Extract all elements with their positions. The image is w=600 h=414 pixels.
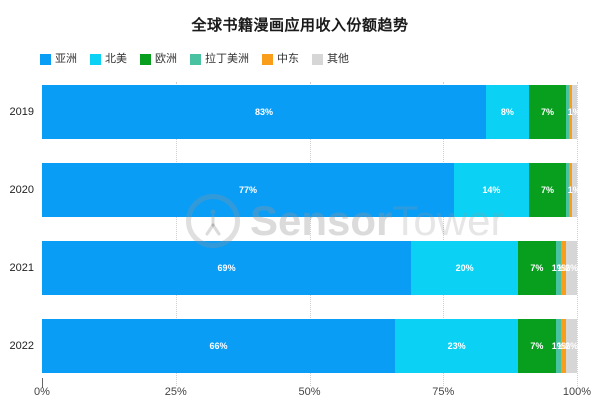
legend-label: 中东 <box>277 53 299 65</box>
bar-segment: 69% <box>42 241 412 295</box>
bar-value-label: 77% <box>238 185 257 195</box>
x-axis-label: 75% <box>432 386 455 398</box>
bar-segment: 23% <box>395 319 519 373</box>
y-axis-label: 2019 <box>9 106 34 118</box>
bar-value-label: 7% <box>541 107 555 117</box>
bar-segment: 7% <box>528 163 567 217</box>
bar-segment: 1% <box>568 85 581 139</box>
bar-segment: 1% <box>568 163 581 217</box>
x-axis-label: 100% <box>562 386 592 398</box>
bar-segment: 7% <box>518 241 556 295</box>
bar-value-label: 1% <box>551 263 565 273</box>
legend-swatch-icon <box>90 53 101 65</box>
x-axis-label: 25% <box>164 386 187 398</box>
bar-segment: 14% <box>453 163 529 217</box>
bar-segment: 7% <box>518 319 556 373</box>
legend-label: 亚洲 <box>55 53 77 65</box>
bar-segment: 1% <box>552 241 565 295</box>
bar-segment: 2% <box>565 241 579 295</box>
legend-item: 中东 <box>262 53 299 65</box>
bar-value-label: 66% <box>209 341 228 351</box>
bar-row-2022: 66% 23% 7% 1% 1% 2% <box>42 319 579 373</box>
bar-segment: 20% <box>411 241 519 295</box>
bar-value-label: 7% <box>530 263 544 273</box>
legend-item: 亚洲 <box>40 53 77 65</box>
legend-item: 北美 <box>90 53 127 65</box>
legend: 亚洲 北美 欧洲 拉丁美洲 中东 其他 <box>40 53 349 65</box>
bar-value-label: 7% <box>541 185 555 195</box>
gridline <box>175 82 177 386</box>
bar-value-label: 20% <box>455 263 474 273</box>
y-axis-label: 2022 <box>9 340 34 352</box>
chart-title: 全球书籍漫画应用收入份额趋势 <box>191 17 409 34</box>
legend-item: 欧洲 <box>140 53 177 65</box>
legend-label: 拉丁美洲 <box>205 53 249 65</box>
bar-value-label: 83% <box>255 107 274 117</box>
bar-segment: 1% <box>552 319 565 373</box>
y-axis-label: 2021 <box>9 262 34 274</box>
bar-value-label: 1% <box>567 185 581 195</box>
bar-segment: 1% <box>557 241 570 295</box>
x-axis-label: 0% <box>34 386 50 398</box>
bar-row-2019: 83% 8% 7% 1% <box>42 85 581 139</box>
bar-segment <box>568 163 572 217</box>
gridline <box>443 82 445 386</box>
legend-swatch-icon <box>190 53 201 65</box>
bar-value-label: 1% <box>557 341 571 351</box>
legend-swatch-icon <box>262 53 273 65</box>
bar-segment: 2% <box>565 319 579 373</box>
bar-value-label: 2% <box>565 341 579 351</box>
legend-swatch-icon <box>40 53 51 65</box>
bar-value-label: 7% <box>530 341 544 351</box>
bar-value-label: 1% <box>551 341 565 351</box>
y-axis-label: 2020 <box>9 184 34 196</box>
bar-segment: 77% <box>42 163 454 217</box>
bar-row-2020: 77% 14% 7% 1% <box>42 163 581 217</box>
bar-value-label: 2% <box>565 263 579 273</box>
bar-segment: 1% <box>557 319 570 373</box>
legend-label: 其他 <box>327 53 349 65</box>
bar-value-label: 14% <box>482 185 501 195</box>
axis-tick <box>42 378 43 388</box>
bar-segment: 7% <box>528 85 567 139</box>
gridline <box>309 82 311 386</box>
bar-value-label: 8% <box>500 107 514 117</box>
bar-value-label: 23% <box>447 341 466 351</box>
bar-value-label: 1% <box>567 107 581 117</box>
legend-label: 北美 <box>105 53 127 65</box>
bar-segment: 66% <box>42 319 396 373</box>
legend-swatch-icon <box>312 53 323 65</box>
bar-segment: 8% <box>486 85 529 139</box>
bar-segment <box>568 85 572 139</box>
legend-swatch-icon <box>140 53 151 65</box>
plot-area: SensorTower 83% 8% 7% 1% 77% 14% 7% 1% 69% 20% 7% 1… <box>42 82 581 388</box>
legend-label: 欧洲 <box>155 53 177 65</box>
bar-value-label: 69% <box>217 263 236 273</box>
bar-segment <box>566 85 569 139</box>
legend-item: 拉丁美洲 <box>190 53 249 65</box>
gridline <box>577 82 578 386</box>
bar-row-2021: 69% 20% 7% 1% 1% 2% <box>42 241 579 295</box>
bar-segment: 83% <box>42 85 487 139</box>
legend-item: 其他 <box>312 53 349 65</box>
bar-segment <box>566 163 569 217</box>
x-axis-label: 50% <box>298 386 321 398</box>
bar-value-label: 1% <box>557 263 571 273</box>
